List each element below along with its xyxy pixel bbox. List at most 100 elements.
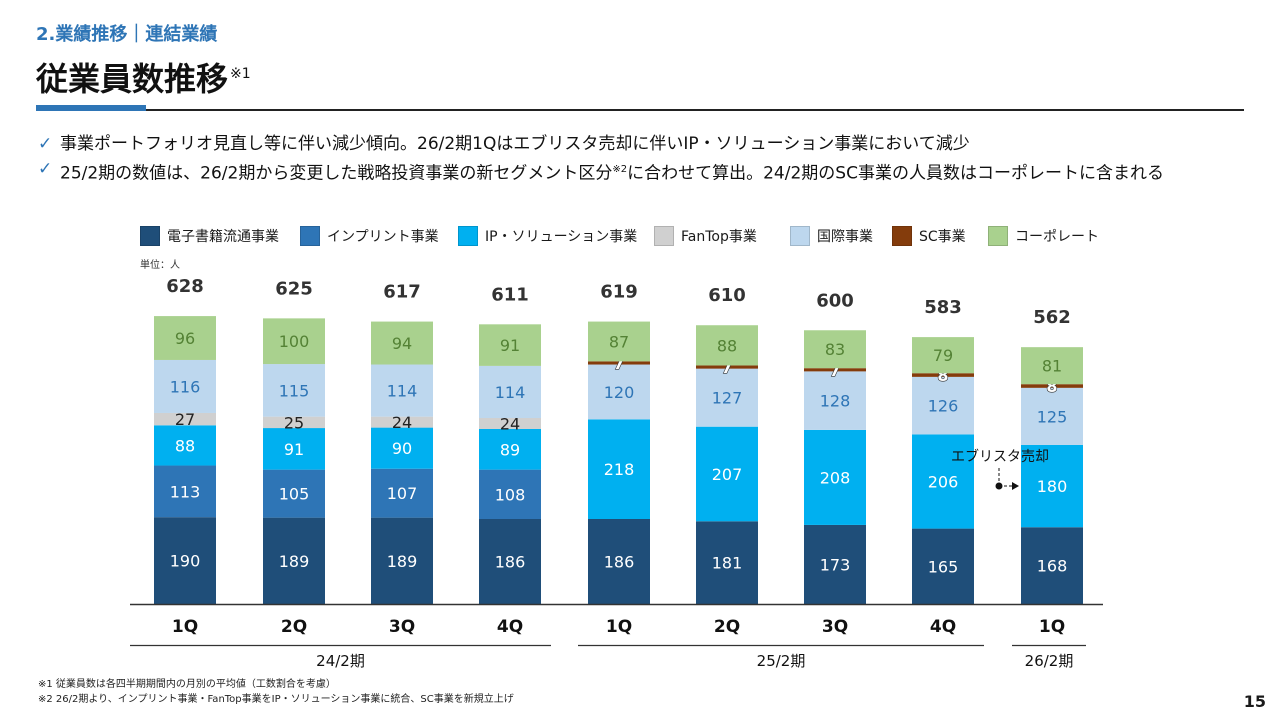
bullet-text: 25/2期の数値は、26/2期から変更した戦略投資事業の新セグメント区分※2に合… (60, 157, 1164, 187)
data-label: 79 (933, 346, 953, 365)
legend-item: インプリント事業 (300, 226, 439, 246)
data-label: 91 (284, 440, 304, 459)
page-title-text: 従業員数推移 (36, 60, 229, 98)
bar-segment (912, 434, 974, 529)
legend-swatch (458, 226, 478, 246)
check-icon: ✓ (38, 159, 53, 179)
bullet-item: ✓ 事業ポートフォリオ見直し等に伴い減少傾向。26/2期1Qはエブリスタ売却に伴… (38, 132, 1258, 157)
total-label: 625 (275, 278, 313, 299)
data-label: 100 (279, 332, 310, 351)
bar-segment (912, 528, 974, 604)
tick-label: 3Q (389, 617, 415, 637)
legend-label: 電子書籍流通事業 (167, 229, 279, 245)
footnote-mark: ※2 (612, 164, 628, 175)
total-label: 619 (600, 282, 638, 303)
bar-segment (154, 425, 216, 466)
bar-segment (371, 517, 433, 604)
data-label: 180 (1037, 477, 1068, 496)
data-label: 25 (284, 413, 304, 432)
data-label: 127 (712, 389, 743, 408)
data-label: 88 (717, 336, 737, 355)
bar-segment (263, 318, 325, 365)
data-label: 116 (170, 377, 201, 396)
legend-label: インプリント事業 (327, 229, 439, 245)
bar-segment (804, 524, 866, 604)
legend-item: FanTop事業 (654, 226, 757, 246)
tick-label: 3Q (822, 617, 848, 637)
total-label: 628 (166, 276, 204, 297)
bullet-text-part: 25/2期の数値は、26/2期から変更した戦略投資事業の新セグメント区分 (60, 163, 613, 184)
legend-swatch (654, 226, 674, 246)
data-label: 90 (392, 439, 412, 458)
data-label: 189 (387, 552, 418, 571)
bar-segment (912, 376, 974, 435)
data-label: 120 (604, 383, 635, 402)
bar-segment (263, 364, 325, 417)
data-label: 114 (387, 382, 418, 401)
data-label: 165 (928, 557, 959, 576)
data-label: 173 (820, 555, 851, 574)
data-label: 181 (712, 554, 743, 573)
bar-segment (154, 517, 216, 604)
data-label: 207 (712, 465, 743, 484)
data-label: 208 (820, 468, 851, 487)
bullet-list: ✓ 事業ポートフォリオ見直し等に伴い減少傾向。26/2期1Qはエブリスタ売却に伴… (38, 132, 1258, 187)
bar-segment (263, 517, 325, 604)
title-accent-bar (36, 105, 146, 111)
data-label: 91 (500, 336, 520, 355)
bar-segment (1021, 347, 1083, 385)
data-label: 83 (825, 340, 845, 359)
data-label: 94 (392, 334, 412, 353)
annotation-label: エブリスタ売却 (951, 448, 1049, 465)
bar-segment (696, 368, 758, 427)
chart-legend: 電子書籍流通事業 インプリント事業 IP・ソリューション事業 FanTop事業 国際事業… (140, 226, 1140, 248)
data-label: 24 (500, 414, 520, 433)
annotation-arrowhead (1012, 482, 1019, 490)
bar-segment (588, 321, 650, 362)
legend-swatch (988, 226, 1008, 246)
bar-segment (1021, 384, 1083, 388)
legend-item: コーポレート (988, 226, 1099, 246)
bar-segment (263, 416, 325, 429)
legend-label: IP・ソリューション事業 (485, 229, 638, 245)
bar-segment (912, 373, 974, 377)
bar-segment (1021, 527, 1083, 604)
data-label: 24 (392, 413, 412, 432)
bullet-text: 事業ポートフォリオ見直し等に伴い減少傾向。26/2期1Qはエブリスタ売却に伴いI… (60, 134, 970, 154)
data-label: 89 (500, 440, 520, 459)
bar-segment (263, 469, 325, 518)
bar-segment (804, 429, 866, 525)
tick-label: 4Q (930, 617, 956, 637)
data-label: 88 (175, 436, 195, 455)
legend-label: SC事業 (919, 229, 966, 245)
footnotes: ※1 従業員数は各四半期期間内の月別の平均値（工数割合を考慮） ※2 26/2期… (38, 677, 514, 707)
bar-segment (479, 469, 541, 519)
bar-segment (804, 371, 866, 430)
data-label: 114 (495, 383, 526, 402)
bar-segment (371, 427, 433, 469)
data-label: 189 (279, 552, 310, 571)
period-label: 25/2期 (757, 652, 806, 670)
period-label: 26/2期 (1025, 652, 1074, 670)
data-label: 115 (279, 381, 310, 400)
total-label: 617 (383, 282, 421, 303)
bar-segment (371, 468, 433, 518)
unit-label: 単位：人 (140, 260, 180, 271)
legend-item: IP・ソリューション事業 (458, 226, 637, 246)
footnote: ※1 従業員数は各四半期期間内の月別の平均値（工数割合を考慮） (38, 679, 336, 690)
data-label: 105 (279, 485, 310, 504)
bullet-item: ✓ 25/2期の数値は、26/2期から変更した戦略投資事業の新セグメント区分※2… (38, 157, 1258, 187)
bar-segment (588, 419, 650, 519)
data-label: 27 (175, 410, 195, 429)
page-title: 従業員数推移 ※1 (36, 54, 251, 100)
total-label: 583 (924, 297, 962, 318)
bar-segment (696, 325, 758, 366)
bar-segment (479, 324, 541, 366)
bar-segment (696, 521, 758, 604)
legend-swatch (140, 226, 160, 246)
total-label: 610 (708, 285, 746, 306)
legend-label: コーポレート (1015, 229, 1099, 245)
bar-segment (479, 428, 541, 470)
legend-swatch (892, 226, 912, 246)
data-label: 107 (387, 484, 418, 503)
